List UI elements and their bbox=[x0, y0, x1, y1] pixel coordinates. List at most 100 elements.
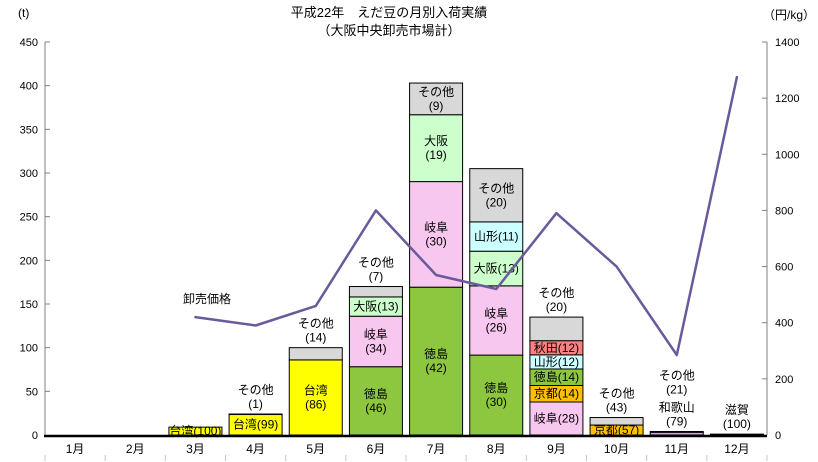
y-axis-left-tick-label: 450 bbox=[20, 37, 38, 49]
segment-label: 秋田(12) bbox=[534, 341, 579, 355]
month-label: 12月 bbox=[724, 442, 749, 456]
chart-title: 平成22年 えだ豆の月別入荷実績 bbox=[290, 5, 488, 20]
bar-segment-sonota bbox=[589, 417, 644, 426]
month-label: 1月 bbox=[66, 442, 85, 456]
bar-segment-yamagata bbox=[469, 221, 524, 252]
right-axis-unit: （円/kg） bbox=[762, 8, 815, 22]
bar-segment-sonota bbox=[228, 413, 283, 416]
y-axis-left-tick-label: 350 bbox=[20, 124, 38, 136]
segment-label: (86) bbox=[305, 397, 326, 411]
bar-segment-osaka bbox=[409, 114, 464, 183]
segment-label: 岐阜 bbox=[364, 327, 388, 341]
segment-label: その他 bbox=[478, 181, 514, 195]
segment-label: 徳島 bbox=[364, 386, 388, 401]
month-label: 4月 bbox=[246, 442, 265, 456]
y-axis-right-tick-label: 400 bbox=[775, 318, 793, 330]
segment-label: (1) bbox=[248, 397, 263, 411]
segment-label: その他 bbox=[418, 85, 454, 99]
bar-segment-sonota bbox=[409, 82, 464, 116]
segment-label: (21) bbox=[666, 383, 687, 397]
segment-label: 徳島(14) bbox=[534, 369, 579, 384]
month-label: 5月 bbox=[306, 442, 325, 456]
bar-segment-taiwan bbox=[288, 359, 343, 436]
segment-label: (20) bbox=[486, 195, 507, 209]
y-axis-left-tick-label: 400 bbox=[20, 81, 38, 93]
segment-label: 台湾(100) bbox=[169, 423, 221, 438]
segment-label: その他 bbox=[358, 256, 394, 270]
segment-label: (46) bbox=[365, 401, 386, 415]
segment-label: (43) bbox=[606, 401, 627, 415]
bar-segment-sonota bbox=[348, 286, 403, 298]
segment-label: その他 bbox=[538, 286, 574, 300]
month-label: 10月 bbox=[604, 442, 629, 456]
segment-label: 徳島 bbox=[484, 380, 508, 395]
chart-title-block: 平成22年 えだ豆の月別入荷実績 （大阪中央卸売市場計） bbox=[0, 4, 778, 40]
month-label: 2月 bbox=[126, 442, 145, 456]
segment-label: 山形(12) bbox=[534, 355, 579, 369]
segment-label: (9) bbox=[429, 99, 444, 113]
y-axis-left-tick-label: 0 bbox=[32, 430, 38, 442]
y-axis-left-tick-label: 50 bbox=[26, 386, 38, 398]
segment-label: その他 bbox=[238, 383, 274, 397]
bar-segment-tokushima bbox=[348, 366, 403, 436]
bar-segment-sonota bbox=[649, 431, 704, 433]
segment-label: (79) bbox=[666, 415, 687, 429]
month-label: 11月 bbox=[665, 442, 689, 456]
month-label: 3月 bbox=[186, 442, 205, 456]
segment-label: 徳島 bbox=[424, 346, 448, 361]
y-axis-right-tick-label: 800 bbox=[775, 205, 793, 217]
y-axis-right-tick-label: 1400 bbox=[775, 37, 799, 49]
bar-segment-tokushima bbox=[409, 286, 464, 436]
segment-label: (19) bbox=[425, 148, 446, 162]
segment-label: その他 bbox=[599, 387, 635, 401]
segment-label: 岐阜(28) bbox=[534, 411, 579, 425]
bar-segment-gifu bbox=[529, 401, 584, 436]
y-axis-left-tick-label: 300 bbox=[20, 168, 38, 180]
segment-label: 岐阜 bbox=[424, 220, 448, 234]
y-axis-right-tick-label: 1000 bbox=[775, 149, 799, 161]
segment-label: (20) bbox=[546, 300, 567, 314]
bar-segment-tokushima bbox=[469, 354, 524, 436]
segment-label: (100) bbox=[723, 417, 751, 431]
left-axis-unit: (t) bbox=[18, 6, 30, 20]
segment-label: (34) bbox=[365, 341, 386, 355]
segment-label: (42) bbox=[425, 361, 446, 375]
segment-label: (26) bbox=[486, 320, 507, 334]
segment-label: 京都(14) bbox=[534, 387, 579, 401]
y-axis-right-tick-label: 1200 bbox=[775, 93, 799, 105]
bar-segment-sonota bbox=[288, 347, 343, 361]
chart-subtitle: （大阪中央卸売市場計） bbox=[317, 23, 461, 38]
segment-label: (14) bbox=[305, 331, 326, 345]
segment-label: (30) bbox=[486, 395, 507, 409]
segment-label: 山形(11) bbox=[474, 230, 518, 244]
segment-label: その他 bbox=[659, 369, 695, 383]
y-axis-left-tick-label: 150 bbox=[20, 299, 38, 311]
price-line bbox=[194, 75, 739, 357]
segment-label: 大阪 bbox=[424, 134, 448, 148]
segment-label: (30) bbox=[425, 234, 446, 248]
segment-label: 京都(57) bbox=[594, 423, 639, 437]
month-label: 6月 bbox=[367, 442, 386, 456]
bar-segment-gifu bbox=[348, 315, 403, 368]
segment-label: 大阪(13) bbox=[474, 262, 519, 276]
bar-segment-sonota bbox=[469, 168, 524, 223]
month-label: 9月 bbox=[547, 442, 566, 456]
y-axis-left-tick-label: 100 bbox=[20, 343, 38, 355]
month-label: 8月 bbox=[487, 442, 506, 456]
y-axis-right-tick-label: 0 bbox=[775, 430, 781, 442]
y-axis-left-tick-label: 200 bbox=[20, 255, 38, 267]
bar-segment-gifu bbox=[469, 285, 524, 356]
segment-label: その他 bbox=[298, 317, 334, 331]
y-axis-right-tick-label: 200 bbox=[775, 374, 793, 386]
segment-label: 大阪(13) bbox=[353, 300, 398, 314]
price-line-label: 卸売価格 bbox=[183, 291, 231, 306]
y-axis-right-tick-label: 600 bbox=[775, 262, 793, 274]
segment-label: 岐阜 bbox=[484, 306, 508, 320]
y-axis-left-tick-label: 250 bbox=[20, 212, 38, 224]
segment-label: (7) bbox=[369, 270, 384, 284]
bar-segment-sonota bbox=[529, 316, 584, 342]
month-label: 7月 bbox=[427, 442, 446, 456]
bar-segment-gifu bbox=[409, 181, 464, 288]
